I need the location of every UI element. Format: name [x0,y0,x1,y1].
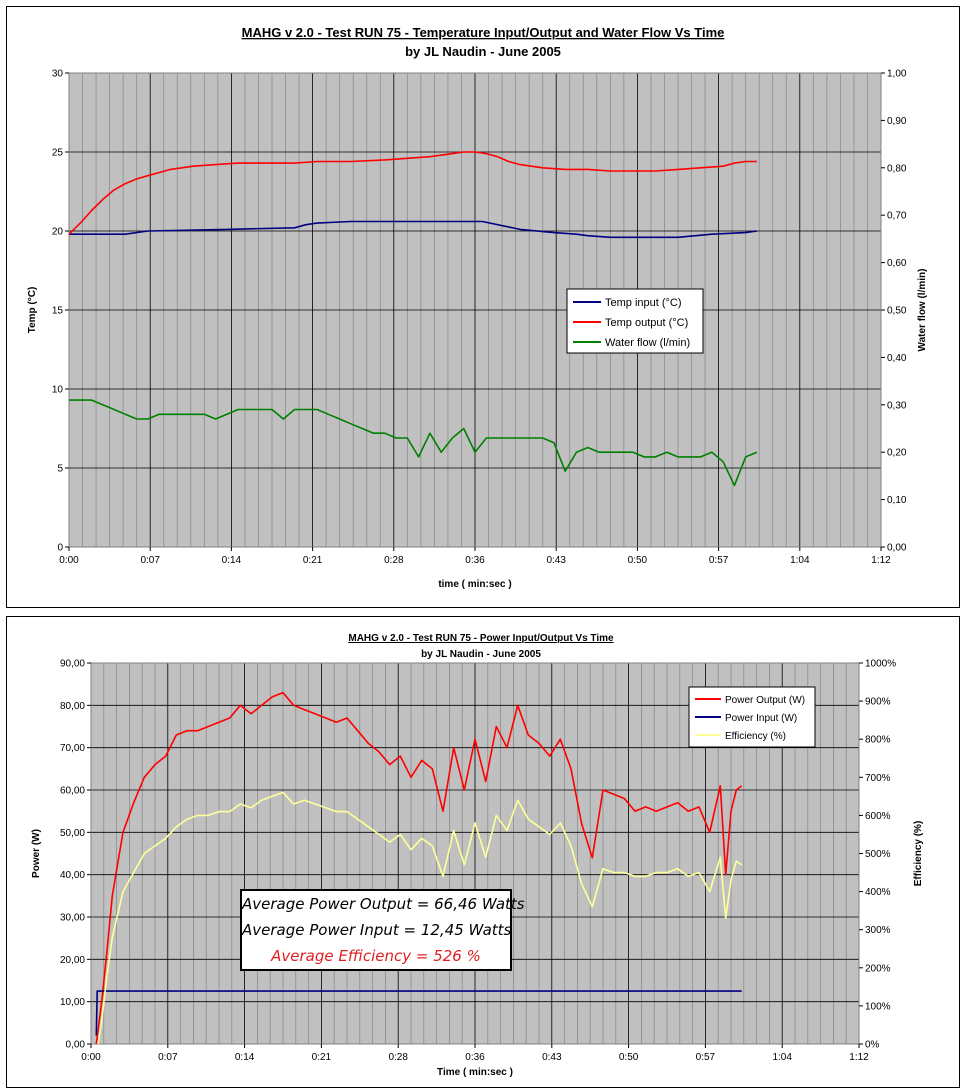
y2-tick-label: 0% [865,1040,880,1051]
chart-title: MAHG v 2.0 - Test RUN 75 - Power Input/O… [348,633,614,644]
y-tick-label: 25 [52,148,64,159]
legend-label: Temp output (°C) [605,317,688,329]
series-line-3 [97,791,743,1045]
y-tick-label: 0,00 [66,1040,86,1051]
series-line-3 [69,399,758,487]
y-axis-title: Power (W) [31,829,42,878]
average-power-output-label: Average Power Output = 66,46 Watts [242,895,525,913]
y-tick-label: 20 [52,227,64,238]
y2-tick-label: 0,40 [887,353,907,364]
x-tick-label: 1:04 [790,555,810,566]
y-tick-label: 10 [52,385,64,396]
y2-tick-label: 0,70 [887,211,907,222]
y2-tick-label: 800% [865,735,891,746]
average-power-input-label: Average Power Input = 12,45 Watts [242,921,512,939]
y2-tick-label: 0,90 [887,116,907,127]
y-tick-label: 20,00 [60,955,85,966]
y2-tick-label: 100% [865,1001,891,1012]
chart-title: MAHG v 2.0 - Test RUN 75 - Temperature I… [242,25,725,40]
y-tick-label: 50,00 [60,828,85,839]
y2-tick-label: 300% [865,925,891,936]
x-tick-label: 0:50 [628,555,648,566]
chart-subtitle: by JL Naudin - June 2005 [405,44,561,59]
y-axis-title: Temp (°C) [27,287,38,334]
y2-tick-label: 700% [865,773,891,784]
temperature-chart: MAHG v 2.0 - Test RUN 75 - Temperature I… [27,25,928,590]
legend-label: Efficiency (%) [725,731,786,742]
legend-label: Power Output (W) [725,695,805,706]
legend-label: Temp input (°C) [605,297,682,309]
y-tick-label: 0 [57,543,63,554]
series-line-1 [95,691,743,1045]
y-tick-label: 30 [52,69,64,80]
y-tick-label: 30,00 [60,913,85,924]
y-tick-label: 40,00 [60,870,85,881]
y-tick-label: 5 [57,464,63,475]
x-tick-label: 0:36 [465,555,485,566]
y2-tick-label: 0,60 [887,258,907,269]
x-tick-label: 1:12 [871,555,891,566]
chart-subtitle: by JL Naudin - June 2005 [421,649,541,660]
x-tick-label: 0:07 [158,1052,178,1063]
y2-axis-title: Water flow (l/min) [917,269,928,352]
y2-tick-label: 0,30 [887,400,907,411]
x-tick-label: 1:04 [772,1052,792,1063]
y2-axis-title: Efficiency (%) [913,821,924,887]
x-tick-label: 0:21 [303,555,323,566]
y-tick-label: 15 [52,306,64,317]
x-tick-label: 0:57 [696,1052,716,1063]
y-tick-label: 60,00 [60,786,85,797]
x-tick-label: 0:21 [312,1052,332,1063]
x-tick-label: 0:00 [59,555,79,566]
power-chart-panel: MAHG v 2.0 - Test RUN 75 - Power Input/O… [6,616,960,1088]
y-tick-label: 80,00 [60,701,85,712]
x-tick-label: 0:07 [140,555,160,566]
x-tick-label: 0:43 [546,555,566,566]
y2-tick-label: 0,50 [887,306,907,317]
x-tick-label: 0:36 [465,1052,485,1063]
y2-tick-label: 0,20 [887,448,907,459]
power-chart: MAHG v 2.0 - Test RUN 75 - Power Input/O… [31,633,924,1078]
y2-tick-label: 400% [865,887,891,898]
x-tick-label: 0:28 [388,1052,408,1063]
x-tick-label: 1:12 [849,1052,869,1063]
y2-tick-label: 900% [865,697,891,708]
legend-label: Water flow (l/min) [605,337,690,349]
y-tick-label: 10,00 [60,997,85,1008]
y2-tick-label: 500% [865,849,891,860]
y-tick-label: 90,00 [60,659,85,670]
y-tick-label: 70,00 [60,743,85,754]
x-axis-title: time ( min:sec ) [438,579,511,590]
x-tick-label: 0:14 [235,1052,255,1063]
y2-tick-label: 0,00 [887,543,907,554]
y2-tick-label: 200% [865,963,891,974]
y2-tick-label: 1,00 [887,69,907,80]
x-tick-label: 0:50 [619,1052,639,1063]
series-line-2 [95,990,742,1036]
series-line-2 [68,151,757,235]
x-tick-label: 0:14 [222,555,242,566]
x-tick-label: 0:57 [709,555,729,566]
y2-tick-label: 0,80 [887,163,907,174]
y2-tick-label: 0,10 [887,495,907,506]
y2-tick-label: 1000% [865,659,896,670]
series-line-1 [69,220,758,239]
average-efficiency-label: Average Efficiency = 526 % [271,947,481,965]
y2-tick-label: 600% [865,811,891,822]
x-tick-label: 0:00 [81,1052,101,1063]
average-annotation-box: Average Power Output = 66,46 Watts Avera… [240,889,525,971]
x-tick-label: 0:28 [384,555,404,566]
x-tick-label: 0:43 [542,1052,562,1063]
legend-label: Power Input (W) [725,713,797,724]
temperature-chart-panel: MAHG v 2.0 - Test RUN 75 - Temperature I… [6,6,960,608]
x-axis-title: Time ( min:sec ) [437,1067,513,1078]
